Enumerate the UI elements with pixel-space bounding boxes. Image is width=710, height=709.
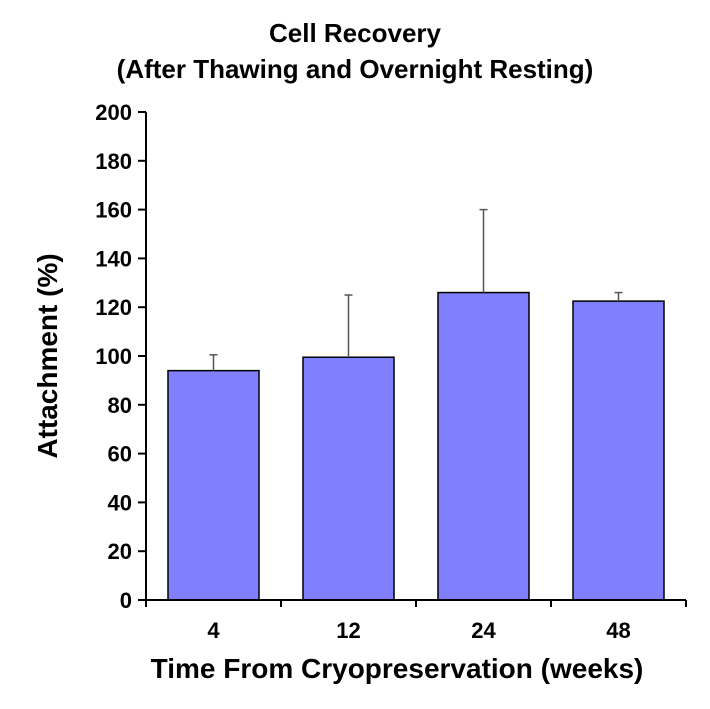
x-tick-label: 12 (336, 618, 360, 643)
error-bars-layer (209, 208, 623, 371)
x-tick-label: 24 (471, 618, 496, 643)
x-axis-label: Time From Cryopreservation (weeks) (151, 653, 644, 684)
y-tick-label: 120 (95, 295, 132, 320)
x-tick-label: 4 (207, 618, 220, 643)
y-ticks: 0 20 40 60 80 100 120 140 160 180 200 (95, 100, 146, 613)
x-ticks: 4 12 24 48 (145, 600, 687, 643)
y-tick-label: 180 (95, 149, 132, 174)
y-tick-label: 80 (108, 393, 132, 418)
y-tick-label: 60 (108, 442, 132, 467)
y-tick-label: 0 (120, 588, 132, 613)
bar-12 (302, 356, 395, 601)
bar-48 (572, 300, 665, 601)
bars-layer (167, 291, 665, 601)
y-tick-label: 160 (95, 198, 132, 223)
chart-subtitle: (After Thawing and Overnight Resting) (117, 54, 594, 84)
y-tick-label: 40 (108, 490, 132, 515)
bar-24 (437, 291, 530, 601)
y-axis-label: Attachment (%) (32, 253, 63, 458)
chart-title: Cell Recovery (269, 18, 442, 48)
y-tick-label: 20 (108, 539, 132, 564)
y-tick-label: 100 (95, 344, 132, 369)
y-tick-label: 140 (95, 246, 132, 271)
y-tick-label: 200 (95, 100, 132, 125)
bar-4 (167, 369, 260, 601)
x-tick-label: 48 (606, 618, 630, 643)
